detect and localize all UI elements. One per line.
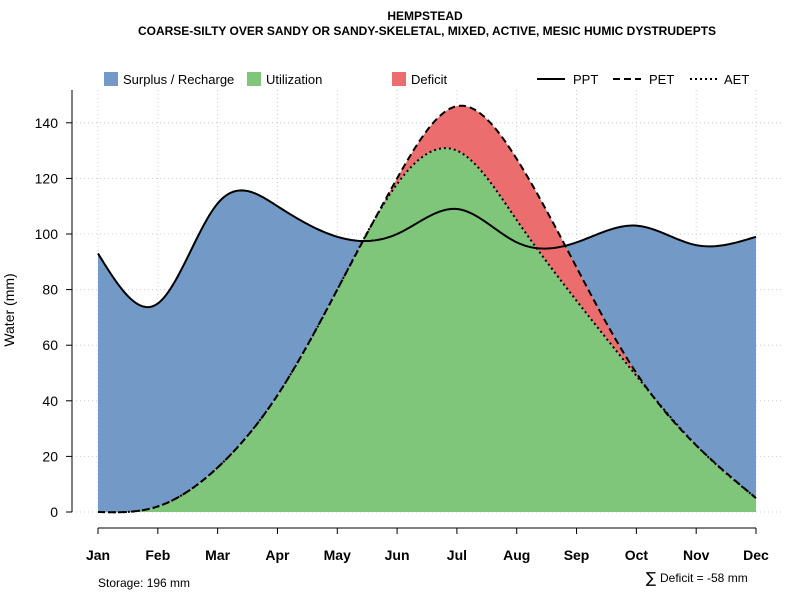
x-tick-label: Mar [205, 547, 230, 563]
chart-subtitle: COARSE-SILTY OVER SANDY OR SANDY-SKELETA… [138, 24, 716, 38]
surplus-area [98, 105, 756, 513]
utilization-area [98, 148, 756, 513]
x-tick-label: Jan [86, 547, 110, 563]
storage-label: Storage: 196 mm [98, 576, 190, 590]
legend: Surplus / Recharge Utilization Deficit P… [104, 72, 749, 87]
legend-label-surplus: Surplus / Recharge [123, 72, 234, 87]
x-tick-label: May [324, 547, 351, 563]
y-tick-label: 0 [50, 504, 58, 520]
series-line-pet [97, 104, 757, 514]
x-tick-label: Dec [743, 547, 769, 563]
legend-swatch-utilization [247, 72, 261, 86]
legend-label-pet: PET [649, 72, 674, 87]
x-tick-label: Sep [564, 547, 590, 563]
sum-symbol: ∑ [646, 569, 656, 587]
y-tick-label: 80 [42, 282, 58, 298]
legend-label-aet: AET [724, 72, 749, 87]
deficit-total-label: Deficit = -58 mm [660, 571, 748, 585]
y-tick-label: 20 [42, 448, 58, 464]
chart-title: HEMPSTEAD [387, 9, 463, 23]
y-axis-label: Water (mm) [1, 273, 17, 346]
x-tick-label: Jul [447, 547, 467, 563]
x-tick-label: Apr [265, 547, 290, 563]
y-tick-label: 60 [42, 337, 58, 353]
y-tick-label: 120 [35, 170, 59, 186]
series-line-ppt [97, 189, 757, 309]
series-lines [97, 104, 757, 514]
y-tick-label: 100 [35, 226, 59, 242]
x-tick-label: Oct [625, 547, 649, 563]
x-tick-label: Jun [385, 547, 410, 563]
legend-swatch-surplus [104, 72, 118, 86]
x-tick-label: Feb [145, 547, 170, 563]
legend-label-utilization: Utilization [266, 72, 322, 87]
x-tick-label: Aug [503, 547, 530, 563]
plot-areas [98, 105, 756, 513]
axes: 0 20 40 60 80 100 120 140 Jan Feb Mar Apr May Jun Jul A… [35, 90, 769, 563]
x-tick-label: Nov [683, 547, 710, 563]
y-tick-label: 40 [42, 393, 58, 409]
y-tick-label: 140 [35, 115, 59, 131]
legend-label-ppt: PPT [573, 72, 598, 87]
legend-swatch-deficit [392, 72, 406, 86]
legend-label-deficit: Deficit [411, 72, 448, 87]
